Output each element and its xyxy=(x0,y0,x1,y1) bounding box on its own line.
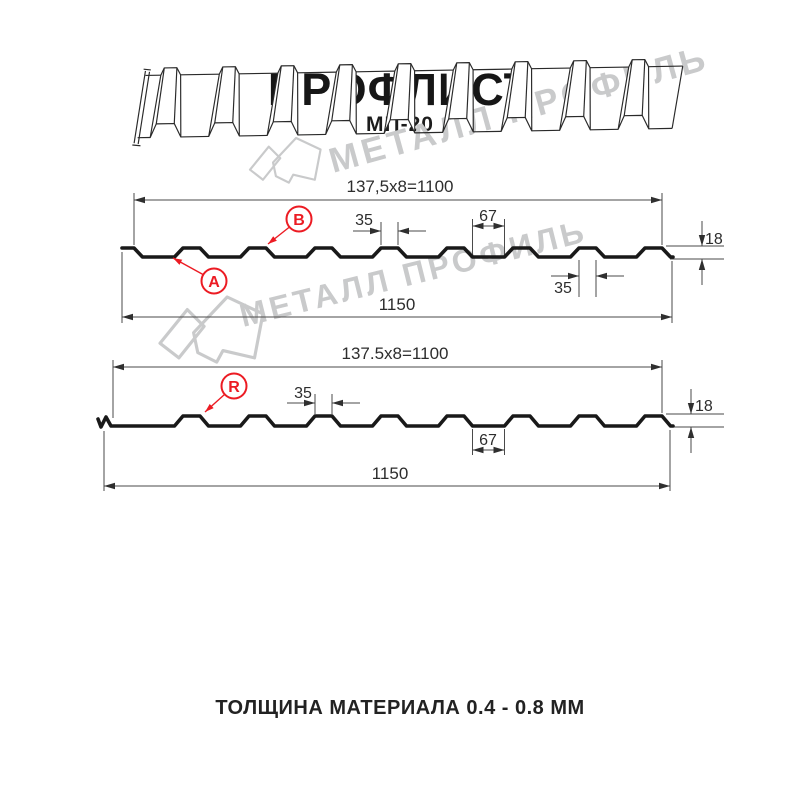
dim-pitch-total-top: 137,5x8=1100 xyxy=(347,177,454,196)
label-circle-a: A xyxy=(172,257,228,295)
label-circle-b: B xyxy=(267,205,313,245)
dim-valley-width-bottom: 67 xyxy=(479,432,497,449)
dim-pitch-total-bottom: 137.5x8=1100 xyxy=(342,344,449,363)
dim-height-bottom: 18 xyxy=(695,398,713,415)
dim-height-top: 18 xyxy=(705,231,723,248)
profile-model-subtitle: МП-20 xyxy=(366,113,434,136)
sheet-3d-drawing xyxy=(132,58,684,147)
dim-overall-width-bottom: 1150 xyxy=(372,464,409,483)
label-b-text: B xyxy=(293,212,305,229)
dim-overall-width-top: 1150 xyxy=(379,295,416,314)
label-circle-r: R xyxy=(204,372,248,413)
cross-section-diagram-top: 137,5x8=1100 35 67 18 35 1150 A B xyxy=(120,177,724,323)
label-a-text: A xyxy=(208,274,220,291)
dim-rib-top-width-top: 35 xyxy=(355,212,373,229)
watermark-logo-top xyxy=(248,136,322,184)
cross-section-diagram-bottom: 137.5x8=1100 35 67 18 1150 R xyxy=(96,344,724,491)
technical-drawing: МЕТАЛЛ ПРОФИЛЬ МЕТАЛЛ ПРОФИЛЬ xyxy=(96,38,724,491)
dim-rib-top-width-bottom: 35 xyxy=(294,385,312,402)
sheet-left-edge xyxy=(132,68,151,147)
watermark-logo-middle xyxy=(158,295,265,364)
dim-rib-bottom-width-top: 35 xyxy=(554,280,572,297)
material-thickness-note: ТОЛЩИНА МАТЕРИАЛА 0.4 - 0.8 ММ xyxy=(215,697,585,719)
label-r-text: R xyxy=(228,379,240,396)
dim-valley-width-top: 67 xyxy=(479,208,497,225)
profile-cross-section-bottom xyxy=(96,414,675,429)
profile-cross-section-top xyxy=(120,246,675,259)
